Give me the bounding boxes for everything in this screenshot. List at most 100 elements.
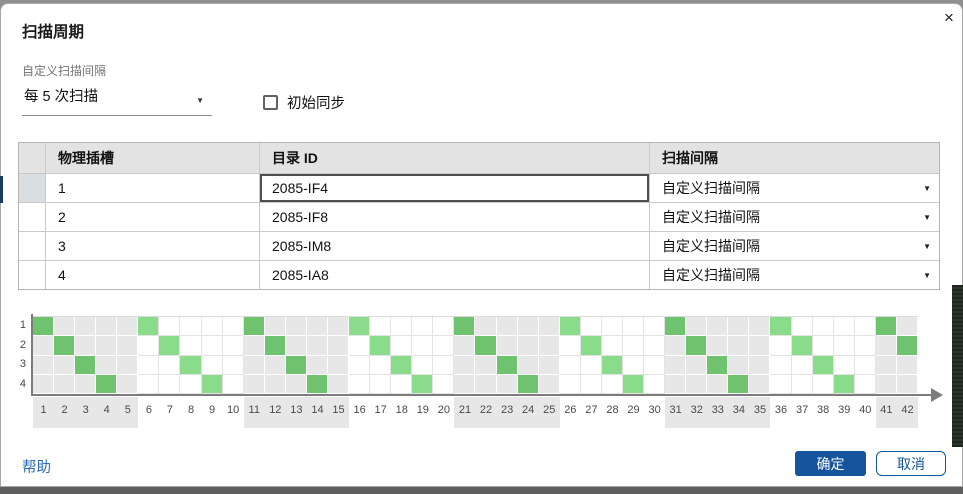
initial-sync-checkbox[interactable]: 初始同步 (263, 92, 345, 113)
scan-cell (159, 374, 181, 394)
table-row[interactable]: 1 2085-IF4 自定义扫描间隔 ▼ (19, 173, 939, 202)
scan-cell-active (707, 355, 729, 375)
scan-cell (896, 374, 918, 394)
scan-cell (728, 336, 750, 356)
catalog-id-cell[interactable]: 2085-IF4 (259, 174, 649, 202)
scan-cell (749, 317, 771, 337)
custom-scan-interval-select[interactable]: 自定义扫描间隔 每 5 次扫描 ▼ (22, 62, 212, 116)
row-selector-cell[interactable] (19, 232, 45, 260)
scan-cell (854, 374, 876, 394)
row-selector-cell[interactable] (19, 203, 45, 231)
scan-cell (370, 374, 392, 394)
scan-cell (622, 317, 645, 337)
chart-x-tick: 1 (40, 404, 47, 416)
scan-cell-active (559, 317, 581, 337)
scan-cell (875, 374, 897, 394)
scan-cell (222, 355, 244, 375)
scan-cell (264, 374, 286, 394)
scan-cell (201, 355, 223, 375)
scan-cell (412, 336, 434, 356)
scan-cell-active (138, 317, 160, 337)
row-selector-cell[interactable] (19, 174, 45, 202)
chevron-down-icon: ▼ (923, 270, 931, 280)
scan-cell (138, 355, 160, 375)
scan-interval-dropdown[interactable]: 自定义扫描间隔 ▼ (649, 174, 941, 202)
scan-cell (580, 317, 602, 337)
scan-cell (327, 355, 350, 375)
scan-interval-value: 自定义扫描间隔 (662, 238, 760, 254)
scan-cell (33, 374, 55, 394)
chart-x-tick: 10 (227, 404, 240, 416)
scan-cell (349, 336, 371, 356)
scan-cell (180, 336, 202, 356)
scan-cell (601, 374, 623, 394)
scan-cell (644, 355, 666, 375)
scan-cell (391, 374, 413, 394)
scan-interval-dropdown[interactable]: 自定义扫描间隔 ▼ (649, 261, 941, 289)
custom-scan-interval-label: 自定义扫描间隔 (22, 64, 107, 78)
ok-button[interactable]: 确定 (795, 451, 866, 476)
catalog-id-cell[interactable]: 2085-IA8 (259, 261, 649, 289)
scan-cell (180, 374, 202, 394)
catalog-id-cell[interactable]: 2085-IF8 (259, 203, 649, 231)
scan-cell (96, 336, 118, 356)
table-row[interactable]: 4 2085-IA8 自定义扫描间隔 ▼ (19, 260, 939, 289)
scan-cell-active (454, 317, 476, 337)
scan-cell (875, 355, 897, 375)
background-window-strip (952, 285, 963, 447)
scan-cell (686, 355, 708, 375)
scan-interval-dropdown[interactable]: 自定义扫描间隔 ▼ (649, 203, 941, 231)
catalog-id-cell[interactable]: 2085-IM8 (259, 232, 649, 260)
scan-cell-active (201, 374, 223, 394)
scan-cell (75, 336, 97, 356)
scan-cell (412, 317, 434, 337)
chart-x-tick: 39 (838, 404, 851, 416)
chart-x-tick: 38 (817, 404, 830, 416)
scan-cell (854, 317, 876, 337)
scan-cell (686, 374, 708, 394)
scan-cell (454, 336, 476, 356)
checkbox-icon[interactable] (263, 95, 278, 110)
scan-cell (770, 336, 792, 356)
chart-y-axis (31, 314, 33, 396)
custom-scan-interval-value[interactable]: 每 5 次扫描 ▼ (22, 82, 212, 116)
row-selector-cell[interactable] (19, 261, 45, 289)
scan-cell-active (496, 355, 518, 375)
chevron-down-icon: ▼ (196, 96, 204, 105)
scan-cell (791, 374, 813, 394)
chart-x-tick: 36 (774, 404, 788, 416)
chart-row-label: 4 (19, 377, 26, 390)
scan-cell (538, 374, 560, 394)
close-icon[interactable]: × (944, 8, 954, 27)
chart-x-tick: 25 (543, 404, 556, 416)
scan-cell (117, 355, 139, 375)
scan-cell (770, 355, 792, 375)
scan-cell (559, 355, 581, 375)
scan-cell (707, 374, 729, 394)
chart-x-tick: 27 (585, 404, 598, 416)
dialog-bottom-edge (0, 487, 963, 494)
cancel-button[interactable]: 取消 (876, 451, 946, 476)
chart-x-tick-labels: 1 2 3 4 5 6 7 8 9 10 11 12 13 14 15 16 17 18 19 20 21 22 23 24 2… (33, 397, 918, 428)
help-link[interactable]: 帮助 (22, 460, 51, 476)
chevron-down-icon: ▼ (923, 183, 931, 193)
scan-interval-value: 自定义扫描间隔 (662, 209, 760, 225)
table-row[interactable]: 3 2085-IM8 自定义扫描间隔 ▼ (19, 231, 939, 260)
chart-x-tick: 7 (166, 404, 174, 416)
scan-cell (475, 355, 497, 375)
scan-interval-dropdown[interactable]: 自定义扫描间隔 ▼ (649, 232, 941, 260)
scan-cell (538, 355, 560, 375)
scan-cell (475, 374, 497, 394)
scan-cell (159, 355, 181, 375)
chart-x-tick: 35 (753, 404, 767, 416)
chart-x-tick: 28 (606, 404, 619, 416)
chart-x-tick: 32 (690, 404, 703, 416)
scan-cell (644, 374, 666, 394)
scan-cell (201, 336, 223, 356)
scan-cell (749, 355, 771, 375)
chart-x-tick: 24 (522, 404, 535, 416)
scan-cell-active (391, 355, 413, 375)
table-row[interactable]: 2 2085-IF8 自定义扫描间隔 ▼ (19, 202, 939, 231)
catalog-id-input[interactable]: 2085-IF4 (260, 174, 649, 202)
scan-cell (243, 336, 265, 356)
